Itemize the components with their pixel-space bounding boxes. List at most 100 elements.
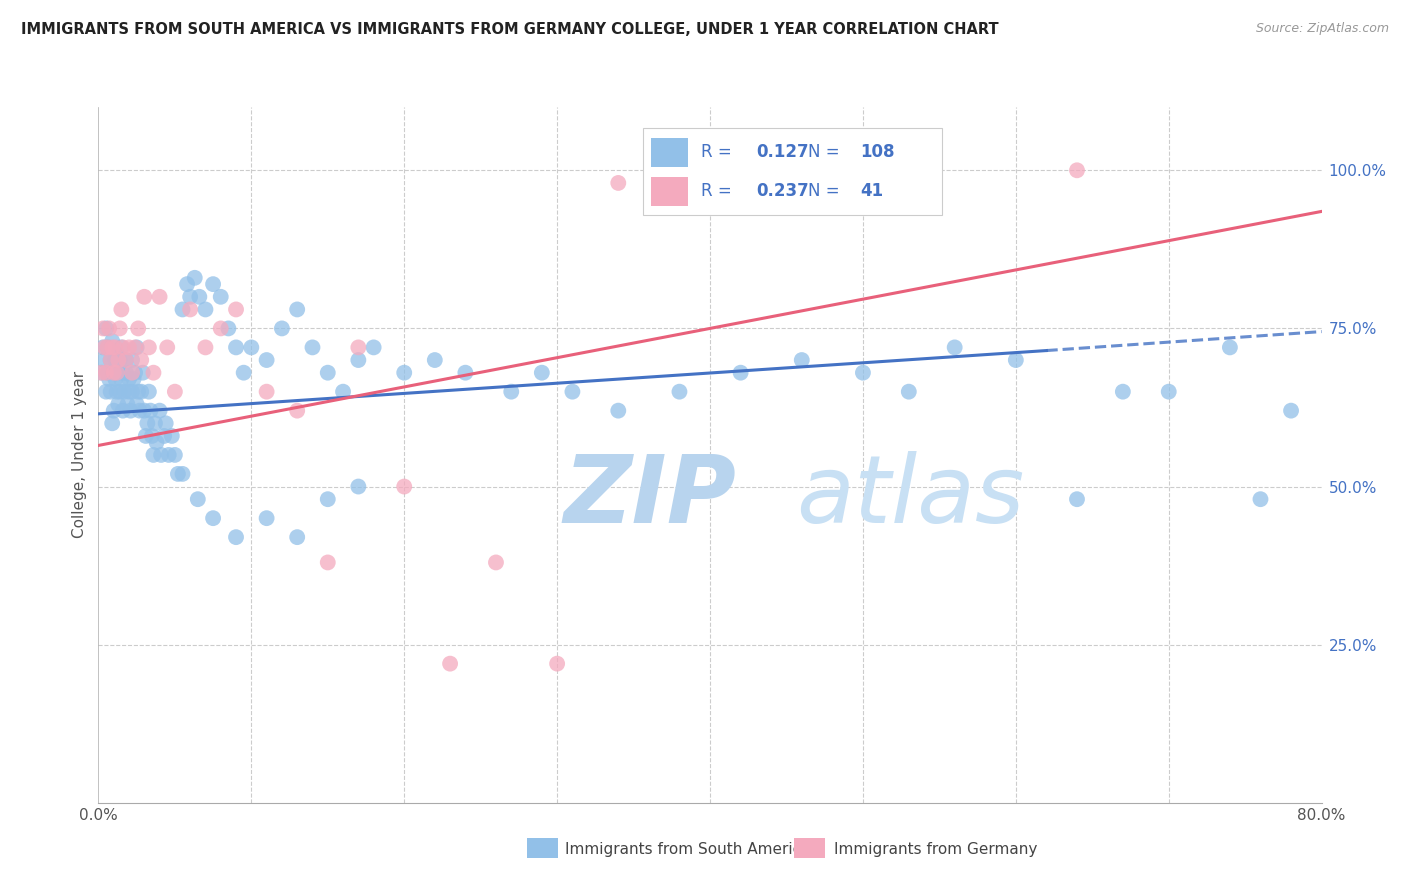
Point: [112, 384, 135, 399]
Point: [110, 340, 132, 354]
Point: [225, 302, 247, 317]
Point: [179, 290, 201, 304]
Point: [202, 511, 225, 525]
Point: [347, 353, 370, 368]
Point: [90, 366, 112, 380]
Point: [91, 340, 114, 354]
Point: [485, 556, 508, 570]
Point: [101, 334, 124, 348]
Point: [115, 366, 138, 380]
Point: [103, 403, 125, 417]
Point: [94, 321, 117, 335]
Point: [301, 340, 323, 354]
Point: [104, 340, 127, 354]
Point: [139, 403, 162, 417]
Point: [115, 353, 138, 368]
Point: [118, 384, 141, 399]
Point: [790, 353, 813, 368]
Point: [138, 340, 160, 354]
Point: [1279, 403, 1302, 417]
Point: [172, 467, 194, 481]
Point: [347, 340, 370, 354]
Point: [91, 321, 114, 335]
Point: [107, 353, 129, 368]
Point: [101, 340, 124, 354]
Point: [256, 511, 278, 525]
Point: [142, 448, 165, 462]
Point: [97, 340, 120, 354]
Point: [163, 448, 186, 462]
Point: [153, 429, 176, 443]
Point: [120, 403, 142, 417]
Point: [121, 353, 143, 368]
Point: [270, 321, 292, 335]
Point: [108, 353, 131, 368]
Point: [240, 340, 263, 354]
Point: [134, 290, 156, 304]
Point: [188, 290, 211, 304]
Text: 108: 108: [860, 144, 896, 161]
Point: [217, 321, 239, 335]
Point: [285, 302, 308, 317]
Point: [730, 366, 752, 380]
Point: [142, 366, 165, 380]
Point: [316, 492, 339, 507]
Point: [141, 429, 163, 443]
Point: [125, 340, 148, 354]
Point: [285, 530, 308, 544]
Point: [127, 321, 149, 335]
Point: [184, 270, 207, 285]
Point: [423, 353, 446, 368]
Point: [105, 384, 128, 399]
Text: N =: N =: [808, 182, 845, 201]
Point: [363, 340, 385, 354]
Text: N =: N =: [808, 144, 845, 161]
Bar: [651, 137, 688, 167]
Point: [108, 384, 131, 399]
Point: [668, 384, 690, 399]
Point: [172, 302, 194, 317]
Point: [90, 366, 112, 380]
Point: [129, 353, 152, 368]
Point: [256, 353, 278, 368]
Point: [157, 448, 180, 462]
Point: [179, 302, 201, 317]
Point: [145, 435, 167, 450]
Point: [546, 657, 568, 671]
Point: [194, 302, 217, 317]
Point: [150, 448, 173, 462]
Text: Immigrants from South America: Immigrants from South America: [565, 842, 811, 856]
Point: [93, 353, 115, 368]
Point: [136, 417, 159, 431]
Point: [100, 353, 122, 368]
Point: [225, 340, 247, 354]
Text: 0.237: 0.237: [756, 182, 810, 201]
Point: [128, 403, 150, 417]
Point: [392, 366, 416, 380]
Point: [209, 290, 232, 304]
Text: R =: R =: [702, 144, 738, 161]
Point: [94, 384, 117, 399]
Point: [100, 353, 122, 368]
Text: Immigrants from Germany: Immigrants from Germany: [834, 842, 1038, 856]
Text: IMMIGRANTS FROM SOUTH AMERICA VS IMMIGRANTS FROM GERMANY COLLEGE, UNDER 1 YEAR C: IMMIGRANTS FROM SOUTH AMERICA VS IMMIGRA…: [21, 22, 998, 37]
Point: [127, 384, 149, 399]
Point: [103, 366, 125, 380]
Point: [156, 340, 179, 354]
Point: [101, 417, 124, 431]
Point: [104, 353, 127, 368]
Point: [107, 366, 129, 380]
Point: [143, 417, 166, 431]
Point: [501, 384, 523, 399]
Y-axis label: College, Under 1 year: College, Under 1 year: [72, 371, 87, 539]
Point: [852, 366, 875, 380]
Point: [285, 403, 308, 417]
Point: [105, 347, 128, 361]
Point: [115, 353, 138, 368]
Point: [347, 479, 370, 493]
Point: [118, 372, 141, 386]
Point: [1157, 384, 1180, 399]
Point: [454, 366, 477, 380]
Point: [118, 340, 141, 354]
Point: [125, 397, 148, 411]
